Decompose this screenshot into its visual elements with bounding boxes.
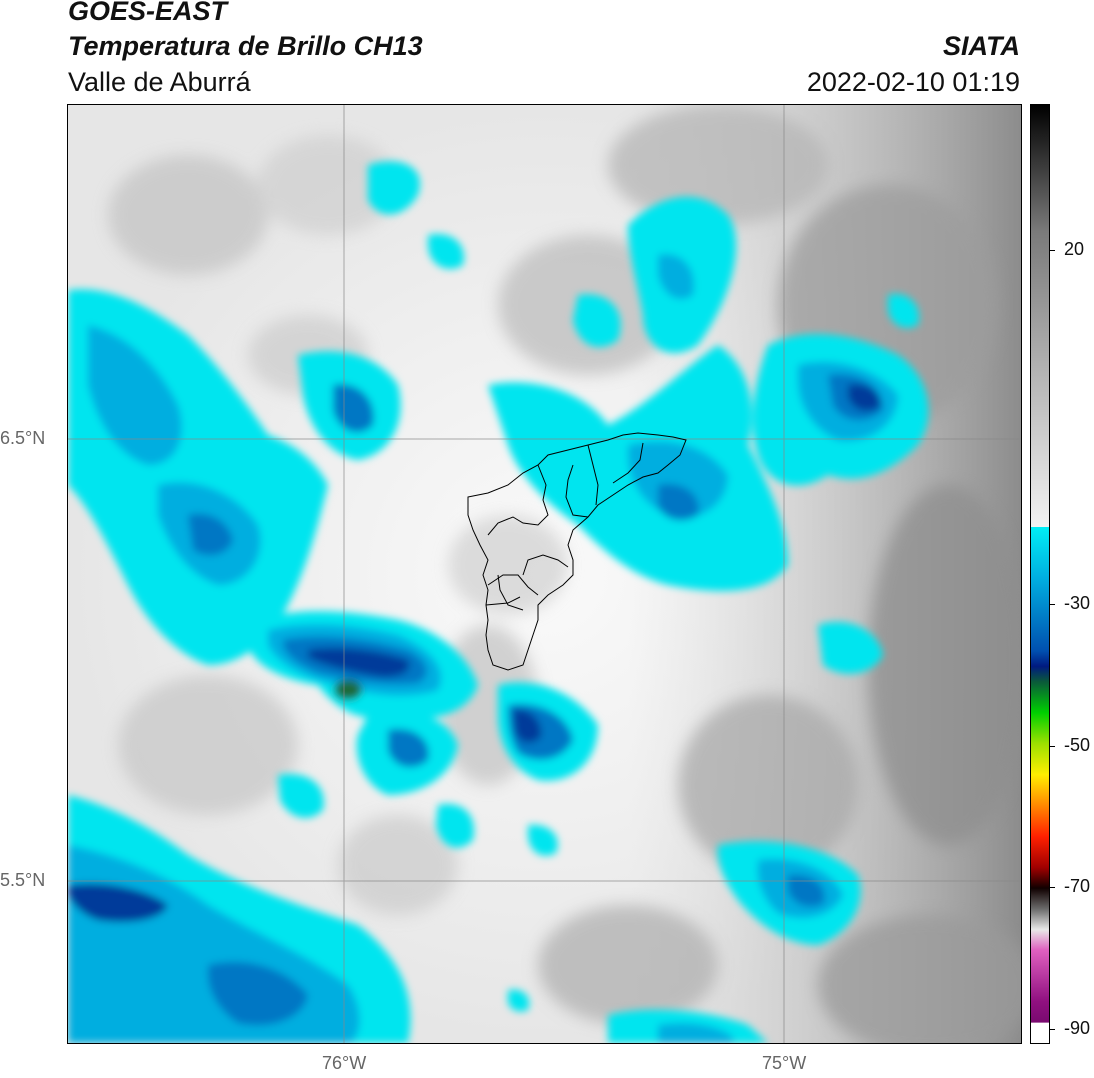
gridlines <box>68 105 1021 1043</box>
lon-label-75: 75°W <box>762 1053 807 1073</box>
satellite-map[interactable] <box>67 104 1022 1044</box>
map-canvas <box>68 105 1021 1043</box>
colorbar-label-minus-30: -30 <box>1064 593 1091 613</box>
title-satellite: GOES-EAST <box>68 0 228 26</box>
colorbar-label-20: 20 <box>1064 239 1085 259</box>
colorbar-gradient <box>1031 105 1049 1043</box>
colorbar-label-minus-70: -70 <box>1064 876 1091 896</box>
temperature-colorbar <box>1030 104 1050 1044</box>
colorbar-tick-minus-70 <box>1049 887 1055 888</box>
colorbar-label-minus-50: -50 <box>1064 735 1091 755</box>
valle-de-aburra-boundaries <box>467 432 687 671</box>
lat-label-5-5: 5.5°N <box>0 870 46 890</box>
colorbar-tick-minus-90 <box>1049 1029 1055 1030</box>
colorbar-label-minus-90: -90 <box>1064 1018 1091 1038</box>
colorbar-tick-minus-50 <box>1049 746 1055 747</box>
cloud-field <box>68 161 929 1043</box>
title-region: Valle de Aburrá <box>68 67 251 97</box>
lat-label-6-5: 6.5°N <box>0 428 46 448</box>
lon-label-76: 76°W <box>322 1053 367 1073</box>
title-organization: SIATA <box>943 31 1020 61</box>
title-timestamp: 2022-02-10 01:19 <box>806 67 1020 97</box>
colorbar-tick-20 <box>1049 250 1055 251</box>
title-product: Temperatura de Brillo CH13 <box>68 31 423 61</box>
colorbar-tick-minus-30 <box>1049 604 1055 605</box>
